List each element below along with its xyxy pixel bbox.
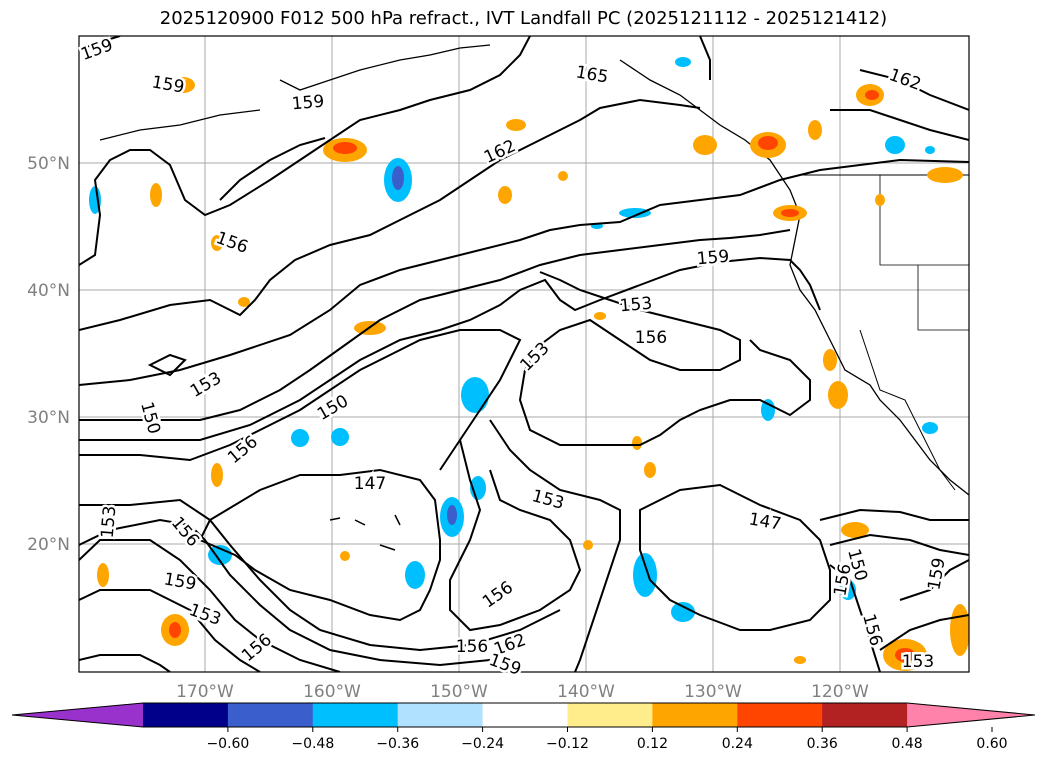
contour-label-halo: 153 [619,294,653,317]
contour-label-halo: 156 [635,328,667,348]
lon-label: 150°W [430,682,488,702]
contour-label: 156 [456,637,488,657]
map-border [78,35,970,673]
latitude-axis: 50°N 40°N 30°N 20°N [27,154,70,555]
lon-label: 140°W [557,682,615,702]
colorbar-tick-label: −0.36 [376,736,419,752]
contour-label-halo: 156 [456,637,488,657]
colorbar-segment [822,703,908,727]
lon-label: 130°W [684,682,742,702]
lat-label: 30°N [27,408,70,428]
colorbar-tick-label: 0.12 [637,736,668,752]
refractivity-contours [79,36,969,672]
lon-label: 170°W [176,682,234,702]
lat-label: 40°N [27,281,70,301]
colorbar-extend-low [12,703,143,727]
colorbar-segment [737,703,823,727]
colorbar-tick-label: −0.60 [206,736,249,752]
colorbar-tick-label: −0.48 [291,736,334,752]
lat-label: 20°N [27,535,70,555]
contour-label-halo: 165 [574,62,609,87]
contour-label: 153 [98,505,121,539]
contour-label: 153 [902,652,934,672]
contour-label-halo: 153 [902,652,934,672]
colorbar-segment [227,703,314,727]
colorbar-ticks: −0.60 −0.48 −0.36 −0.24 −0.12 0.12 0.24 0.36 0.4… [206,727,1008,752]
colorbar-tick-label: 0.60 [976,736,1007,752]
contour-label: 153 [619,294,653,317]
colorbar-tick-label: 0.36 [807,736,838,752]
colorbar-outline [11,702,1036,728]
contour-label: 159 [291,92,325,115]
colorbar-segment [397,703,484,727]
colorbar-tick-label: −0.24 [461,736,504,752]
colorbar-tick-label: 0.48 [892,736,923,752]
map-area [79,36,969,672]
lon-label: 160°W [303,682,361,702]
colorbar-tick-label: 0.24 [722,736,753,752]
contour-label: 147 [354,474,386,494]
colorbar-segment [652,703,738,727]
colorbar [11,702,1036,728]
contour-label-halo: 147 [354,474,386,494]
colorbar-tick-label: −0.12 [546,736,589,752]
colorbar-segment [482,703,568,727]
colorbar-segment [567,703,653,727]
shading-patches [89,57,969,671]
contour-label: 159 [696,247,730,270]
contour-label-halo: 159 [924,556,949,591]
contour-label-halo: 159 [162,569,197,594]
coastlines [99,44,969,551]
map-title: 2025120900 F012 500 hPa refract., IVT La… [159,8,888,29]
lat-label: 50°N [27,154,70,174]
colorbar-segment [143,703,229,727]
lon-label: 120°W [811,682,869,702]
longitude-axis: 170°W 160°W 150°W 140°W 130°W 120°W [176,682,869,702]
colorbar-segment [312,703,399,727]
colorbar-extend-high [907,703,1035,727]
contour-label: 156 [635,328,667,348]
